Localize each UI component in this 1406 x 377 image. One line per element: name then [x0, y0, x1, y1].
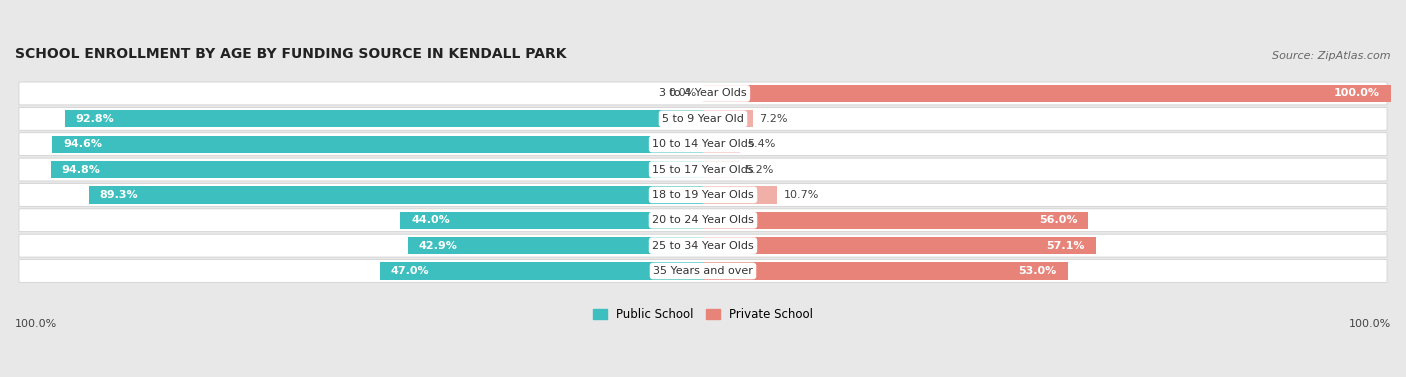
Text: 92.8%: 92.8%: [76, 114, 114, 124]
Text: 94.8%: 94.8%: [62, 164, 101, 175]
Bar: [703, 136, 740, 153]
Text: 35 Years and over: 35 Years and over: [652, 266, 754, 276]
Text: 100.0%: 100.0%: [1348, 319, 1391, 329]
FancyBboxPatch shape: [20, 209, 1386, 232]
FancyBboxPatch shape: [20, 82, 1386, 105]
Text: 10 to 14 Year Olds: 10 to 14 Year Olds: [652, 139, 754, 149]
FancyBboxPatch shape: [20, 234, 1386, 257]
FancyBboxPatch shape: [20, 133, 1386, 156]
Text: 20 to 24 Year Olds: 20 to 24 Year Olds: [652, 215, 754, 225]
Text: 57.1%: 57.1%: [1046, 241, 1085, 251]
FancyBboxPatch shape: [20, 184, 1386, 206]
Bar: [408, 237, 703, 254]
Bar: [703, 161, 738, 178]
Text: 0.0%: 0.0%: [668, 89, 696, 98]
Text: 100.0%: 100.0%: [15, 319, 58, 329]
Bar: [703, 262, 1067, 280]
Bar: [51, 161, 703, 178]
Text: 5 to 9 Year Old: 5 to 9 Year Old: [662, 114, 744, 124]
Text: 47.0%: 47.0%: [391, 266, 429, 276]
Bar: [703, 85, 1391, 102]
Bar: [703, 110, 752, 127]
Text: 89.3%: 89.3%: [100, 190, 138, 200]
Text: 3 to 4 Year Olds: 3 to 4 Year Olds: [659, 89, 747, 98]
Text: 53.0%: 53.0%: [1018, 266, 1057, 276]
FancyBboxPatch shape: [20, 158, 1386, 181]
Text: 10.7%: 10.7%: [783, 190, 818, 200]
Text: 25 to 34 Year Olds: 25 to 34 Year Olds: [652, 241, 754, 251]
FancyBboxPatch shape: [20, 260, 1386, 282]
Text: 18 to 19 Year Olds: 18 to 19 Year Olds: [652, 190, 754, 200]
Text: 15 to 17 Year Olds: 15 to 17 Year Olds: [652, 164, 754, 175]
Bar: [703, 186, 776, 204]
Bar: [401, 211, 703, 229]
Bar: [89, 186, 703, 204]
Bar: [65, 110, 703, 127]
Text: 44.0%: 44.0%: [412, 215, 450, 225]
Text: 42.9%: 42.9%: [419, 241, 458, 251]
Bar: [703, 211, 1088, 229]
Text: 94.6%: 94.6%: [63, 139, 103, 149]
Bar: [703, 237, 1095, 254]
Text: 56.0%: 56.0%: [1039, 215, 1077, 225]
Bar: [380, 262, 703, 280]
FancyBboxPatch shape: [20, 107, 1386, 130]
Text: SCHOOL ENROLLMENT BY AGE BY FUNDING SOURCE IN KENDALL PARK: SCHOOL ENROLLMENT BY AGE BY FUNDING SOUR…: [15, 47, 567, 61]
Legend: Public School, Private School: Public School, Private School: [593, 308, 813, 321]
Text: Source: ZipAtlas.com: Source: ZipAtlas.com: [1272, 51, 1391, 61]
Bar: [52, 136, 703, 153]
Text: 100.0%: 100.0%: [1334, 89, 1381, 98]
Text: 7.2%: 7.2%: [759, 114, 787, 124]
Text: 5.2%: 5.2%: [745, 164, 775, 175]
Text: 5.4%: 5.4%: [747, 139, 775, 149]
